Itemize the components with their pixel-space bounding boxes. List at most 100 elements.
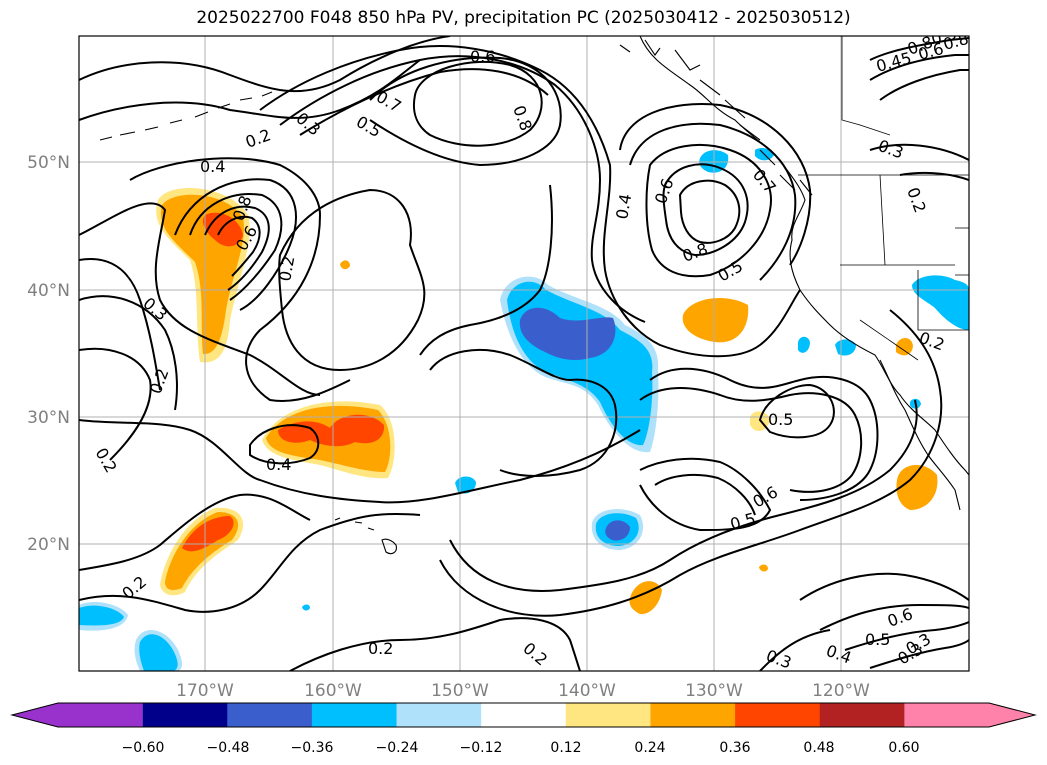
contour-label: 0.2 — [275, 254, 298, 282]
lon-tick-label: 140°W — [558, 681, 616, 701]
precip-shading — [79, 147, 969, 671]
colorbar-tick-label: 0.12 — [550, 740, 581, 756]
colorbar-segment — [735, 703, 821, 727]
contour-0.7 — [369, 56, 562, 167]
precip-region — [79, 605, 124, 626]
contour-0.4 — [129, 157, 351, 402]
map-frame — [78, 35, 970, 672]
contour-0.2-bottom — [289, 617, 581, 671]
contour-0.3-long — [449, 399, 918, 592]
contour-label: 0.8 — [941, 29, 971, 54]
contour-eastern-high-inner-2 — [678, 179, 741, 244]
colorbar-tick-label: −0.48 — [207, 740, 250, 756]
precip-region — [340, 260, 350, 270]
colorbar-segment — [142, 703, 228, 727]
contour-eastern-high-outer — [645, 144, 772, 278]
lon-tick-label: 130°W — [685, 681, 743, 701]
contour-label: 0.4 — [200, 157, 225, 176]
contour-0.4-east-sw — [639, 387, 863, 493]
contour-0.6-high — [299, 68, 549, 136]
contour-0.2-south-2 — [79, 512, 421, 613]
colorbar-segment — [311, 703, 398, 727]
contour-0.6-outer — [279, 55, 646, 323]
lon-tick-label: 150°W — [431, 681, 489, 701]
hawaii-islands — [334, 517, 397, 555]
lon-tick-label: 120°W — [812, 681, 870, 701]
contour-ne-0.3b — [899, 171, 969, 181]
colorbar-outline — [10, 702, 1037, 728]
lat-tick-label: 40°N — [27, 281, 70, 301]
aleutian-islands — [99, 91, 273, 141]
contour-label: 0.5 — [768, 410, 793, 429]
colorbar-segments — [12, 703, 1035, 727]
lon-tick-label: 160°W — [304, 681, 362, 701]
contour-0.8-oval — [412, 60, 543, 147]
contour-0.4-central — [419, 184, 553, 356]
colorbar: −0.60 −0.48 −0.36 −0.24 −0.12 0.12 0.24 … — [10, 702, 1037, 756]
precip-region — [912, 275, 969, 330]
colorbar-segment — [819, 703, 905, 727]
negative-anomaly-regions — [79, 147, 969, 671]
state-borders — [840, 174, 969, 361]
contour-pv-ring-2 — [189, 193, 283, 301]
contour-0.5-loop — [758, 383, 835, 439]
colorbar-segment — [227, 703, 313, 727]
contour-ne-1 — [869, 37, 969, 61]
colorbar-tick-label: 0.48 — [803, 740, 834, 756]
colorbar-tick-label: 0.24 — [634, 740, 665, 756]
precip-region — [605, 520, 630, 541]
contour-0.5-eastern — [629, 122, 797, 281]
contour-0.5-south — [639, 457, 772, 532]
contour-label: 0.6 — [470, 47, 495, 66]
alaska-canada-border — [841, 36, 891, 136]
positive-anomaly-regions — [156, 188, 938, 615]
contour-0.4-eastern — [619, 103, 812, 266]
contour-0.3-east-sw — [649, 367, 879, 501]
baja-coastline — [879, 359, 961, 511]
contour-eastern-high-inner-1 — [662, 163, 749, 257]
precip-region — [896, 464, 938, 510]
contour-se-2 — [819, 603, 969, 631]
contour-pv-ring-3 — [204, 205, 270, 291]
map-title: 2025022700 F048 850 hPa PV, precipitatio… — [196, 8, 851, 28]
precip-region — [278, 414, 385, 447]
contour-se-0.3 — [759, 629, 831, 671]
colorbar-segment — [12, 703, 143, 727]
lon-tick-label: 170°W — [176, 681, 234, 701]
lat-tick-labels: 50°N 40°N 30°N 20°N — [27, 153, 70, 555]
precip-region — [759, 564, 768, 572]
contour-central-0.2 — [429, 349, 618, 477]
colorbar-segment — [396, 703, 482, 727]
contour-0.6-south — [654, 473, 756, 516]
colorbar-tick-label: 0.60 — [888, 740, 919, 756]
contour-0.4-loop — [249, 424, 320, 465]
contour-label: 0.5 — [865, 630, 890, 649]
colorbar-tick-labels: −0.60 −0.48 −0.36 −0.24 −0.12 0.12 0.24 … — [122, 740, 920, 756]
colorbar-tick-label: −0.24 — [376, 740, 419, 756]
contour-0.2-sw — [79, 493, 311, 571]
contour-0.2-large — [278, 188, 426, 372]
lat-tick-label: 20°N — [27, 535, 70, 555]
lat-tick-label: 30°N — [27, 408, 70, 428]
precip-region — [896, 337, 913, 356]
contour-ne-2 — [869, 54, 969, 81]
colorbar-segment — [565, 703, 651, 727]
precip-region — [519, 307, 616, 360]
colorbar-segment — [481, 703, 567, 727]
contour-label: 0.4 — [612, 192, 635, 220]
contour-0.2-west-low — [79, 347, 152, 461]
contour-0.3-mid — [79, 202, 321, 396]
contour-0.5-outer — [259, 45, 801, 358]
colorbar-tick-label: −0.36 — [291, 740, 334, 756]
lat-tick-label: 50°N — [27, 153, 70, 173]
colorbar-tick-label: −0.12 — [460, 740, 503, 756]
contour-0.2-mid — [79, 258, 161, 391]
precip-region — [139, 634, 178, 671]
map-plot-area: 0.6 0.8 0.7 0.5 0.3 0.2 0.4 0.8 0.6 0.2 … — [78, 29, 971, 672]
contour-se-3 — [844, 621, 969, 651]
contour-label: 0.2 — [368, 639, 393, 658]
colorbar-segment — [904, 703, 1035, 727]
precip-region — [302, 604, 310, 611]
contour-se-4 — [869, 639, 969, 669]
